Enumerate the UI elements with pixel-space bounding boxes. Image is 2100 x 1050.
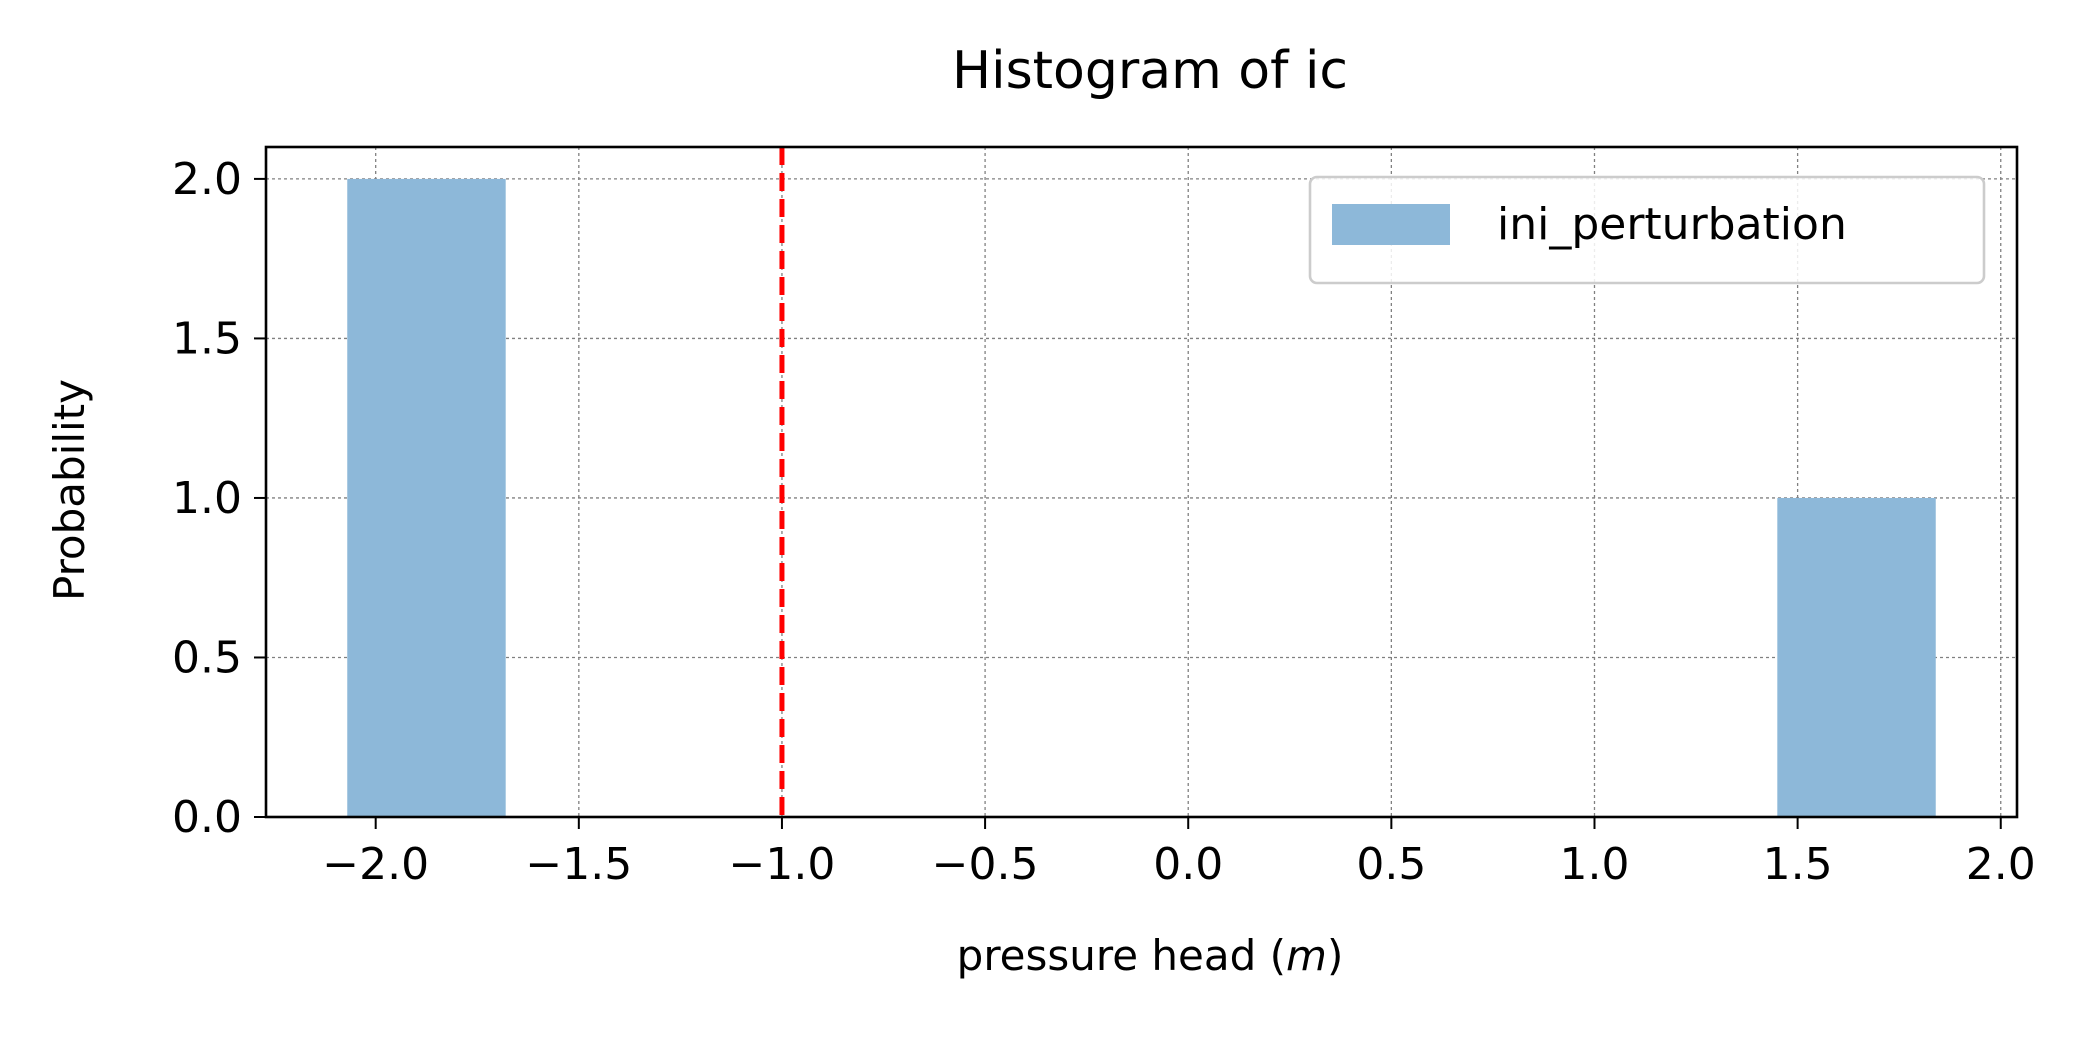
- y-tick-label: 1.0: [172, 473, 242, 524]
- x-tick-label: 1.0: [1559, 839, 1629, 890]
- x-axis-label: pressure head (m): [957, 931, 1344, 980]
- x-axis-label-prefix: pressure head (: [957, 931, 1286, 980]
- x-tick-label: 1.5: [1763, 839, 1833, 890]
- histogram-bar: [347, 178, 506, 817]
- y-tick-label: 2.0: [172, 154, 242, 205]
- histogram-bars: [347, 178, 1936, 817]
- legend-box: [1308, 175, 1986, 285]
- legend: ini_perturbation: [1308, 175, 1986, 285]
- x-axis-label-suffix: ): [1327, 931, 1343, 980]
- x-tick-label: −1.0: [729, 839, 836, 890]
- legend-label: ini_perturbation: [1497, 199, 1847, 250]
- histogram-bar: [1777, 497, 1936, 817]
- y-axis-label: Probability: [45, 379, 94, 601]
- x-tick-label: −0.5: [932, 839, 1039, 890]
- y-tick-label: 0.0: [172, 792, 242, 843]
- axis-ticks: −2.0 −1.5 −1.0 −0.5 0.0 0.5 1.0 1.5 2.0 0.0 0.5 1.0…: [172, 154, 2036, 890]
- x-tick-label: −2.0: [322, 839, 429, 890]
- y-tick-label: 1.5: [172, 313, 242, 364]
- y-tick-label: 0.5: [172, 632, 242, 683]
- legend-swatch: [1332, 204, 1450, 245]
- x-tick-label: 0.5: [1356, 839, 1426, 890]
- x-tick-label: 0.0: [1153, 839, 1223, 890]
- chart-title: Histogram of ic: [952, 41, 1348, 101]
- x-axis-label-unit: m: [1286, 931, 1327, 980]
- x-tick-label: −1.5: [525, 839, 632, 890]
- x-tick-label: 2.0: [1966, 839, 2036, 890]
- plot-frame: [264, 145, 2019, 819]
